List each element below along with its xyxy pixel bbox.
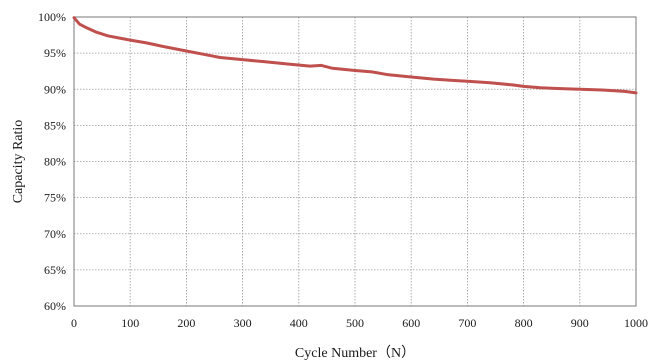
x-tick-label: 500 <box>346 316 364 330</box>
x-tick-label: 600 <box>402 316 420 330</box>
y-tick-label: 95% <box>44 46 66 60</box>
x-tick-label: 0 <box>71 316 77 330</box>
y-tick-label: 100% <box>38 10 66 24</box>
y-tick-label: 75% <box>44 191 66 205</box>
x-tick-label: 1000 <box>624 316 648 330</box>
capacity-series-line <box>72 16 638 95</box>
y-axis-title: Capacity Ratio <box>11 120 26 204</box>
x-tick-label: 400 <box>290 316 308 330</box>
y-tick-label: 70% <box>44 227 66 241</box>
y-tick-label: 90% <box>44 82 66 96</box>
x-tick-label: 100 <box>121 316 139 330</box>
x-axis-title: Cycle Number（N） <box>295 345 415 361</box>
series-layer <box>72 16 638 95</box>
x-tick-label: 700 <box>458 316 476 330</box>
y-axis-ticks: 60% 65% 70% 75% 80% 85% 90% 95% 100% <box>38 10 66 313</box>
x-axis-ticks: 0 100 200 300 400 500 600 700 800 900 1000 <box>71 316 648 330</box>
plot-area-border <box>73 16 637 307</box>
x-tick-label: 200 <box>177 316 195 330</box>
y-tick-label: 65% <box>44 263 66 277</box>
y-tick-label: 85% <box>44 118 66 132</box>
y-tick-label: 80% <box>44 155 66 169</box>
x-tick-label: 300 <box>234 316 252 330</box>
x-tick-label: 800 <box>515 316 533 330</box>
x-tick-label: 900 <box>571 316 589 330</box>
grid-layer <box>73 16 637 307</box>
y-tick-label: 60% <box>44 299 66 313</box>
